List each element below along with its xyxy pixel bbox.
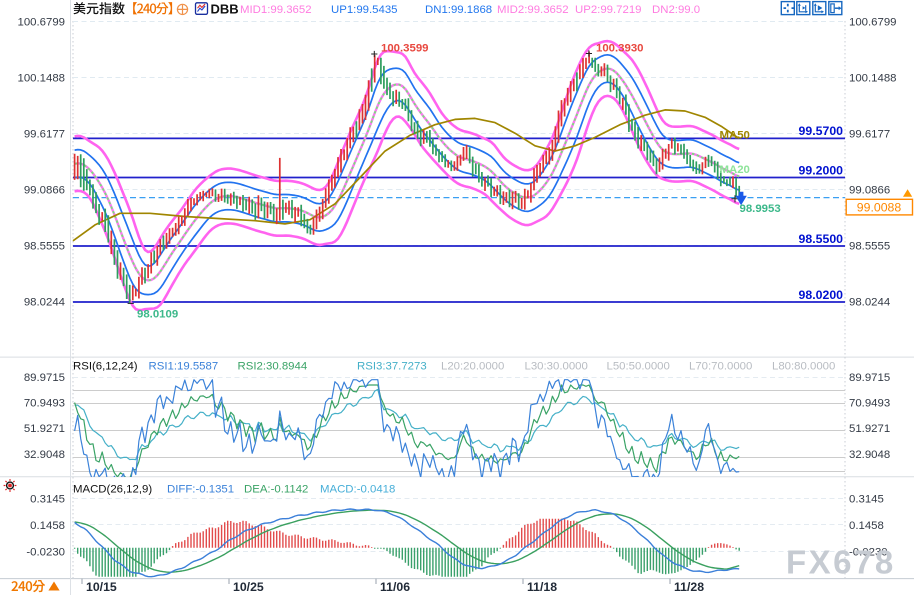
svg-text:MACD(26,12,9): MACD(26,12,9) [73,483,152,495]
svg-text:L80:80.0000: L80:80.0000 [772,361,835,373]
svg-text:RSI(6,12,24): RSI(6,12,24) [73,361,138,373]
svg-text:MID1:99.3652: MID1:99.3652 [240,4,312,16]
svg-text:10/15: 10/15 [86,580,117,594]
svg-text:70.9493: 70.9493 [849,398,890,410]
svg-text:100.3599: 100.3599 [381,43,429,55]
svg-text:99.6177: 99.6177 [849,129,890,141]
svg-text:MACD:-0.0418: MACD:-0.0418 [320,483,395,495]
svg-text:11/18: 11/18 [527,580,557,594]
svg-text:UP1:99.5435: UP1:99.5435 [331,4,398,16]
svg-text:100.3930: 100.3930 [596,43,644,55]
svg-text:98.0244: 98.0244 [849,297,890,309]
svg-text:RSI2:30.8944: RSI2:30.8944 [238,361,308,373]
svg-text:70.9493: 70.9493 [24,398,65,410]
svg-text:DBB: DBB [211,2,239,17]
svg-text:0.1458: 0.1458 [30,520,65,532]
svg-text:89.9715: 89.9715 [849,372,890,384]
svg-text:32.9048: 32.9048 [849,449,890,461]
svg-text:98.9953: 98.9953 [740,203,781,215]
svg-text:51.9271: 51.9271 [849,423,890,435]
svg-text:100.1488: 100.1488 [17,73,65,85]
svg-text:MID2:99.3652: MID2:99.3652 [497,4,569,16]
svg-text:98.0200: 98.0200 [799,288,844,302]
svg-text:RSI1:19.5587: RSI1:19.5587 [149,361,219,373]
svg-text:-0.0230: -0.0230 [26,547,65,559]
svg-text:L50:50.0000: L50:50.0000 [607,361,670,373]
svg-text:MA50: MA50 [720,129,750,141]
svg-text:98.0109: 98.0109 [137,309,178,321]
svg-text:11/06: 11/06 [380,580,410,594]
svg-text:98.5555: 98.5555 [849,241,890,253]
svg-text:0.3145: 0.3145 [30,494,65,506]
svg-text:L70:70.0000: L70:70.0000 [689,361,752,373]
svg-text:51.9271: 51.9271 [24,423,65,435]
svg-text:10/25: 10/25 [233,580,264,594]
svg-text:RSI3:37.7273: RSI3:37.7273 [357,361,427,373]
svg-text:99.0088: 99.0088 [857,200,902,214]
svg-text:L20:20.0000: L20:20.0000 [441,361,504,373]
svg-text:DEA:-0.1142: DEA:-0.1142 [244,483,308,495]
svg-text:100.1488: 100.1488 [849,73,897,85]
svg-text:UP2:99.7219: UP2:99.7219 [575,4,642,16]
svg-text:DN2:99.0: DN2:99.0 [652,4,700,16]
svg-text:DIFF:-0.1351: DIFF:-0.1351 [167,483,234,495]
svg-text:DN1:99.1868: DN1:99.1868 [425,4,492,16]
svg-text:99.5700: 99.5700 [799,124,844,138]
svg-text:98.5555: 98.5555 [24,241,65,253]
svg-text:99.0866: 99.0866 [24,185,65,197]
svg-text:100.6799: 100.6799 [17,16,65,28]
svg-text:MA20: MA20 [720,164,750,176]
svg-text:11/28: 11/28 [674,580,704,594]
svg-text:32.9048: 32.9048 [24,449,65,461]
svg-text:89.9715: 89.9715 [24,372,65,384]
svg-text:98.0244: 98.0244 [24,297,65,309]
svg-text:100.6799: 100.6799 [849,16,897,28]
svg-text:99.0866: 99.0866 [849,185,890,197]
svg-text:98.5500: 98.5500 [799,232,844,246]
svg-text:99.6177: 99.6177 [24,129,65,141]
svg-text:0.3145: 0.3145 [849,494,884,506]
svg-text:-0.0230: -0.0230 [849,547,888,559]
svg-text:L30:30.0000: L30:30.0000 [525,361,588,373]
svg-text:99.2000: 99.2000 [799,163,844,177]
svg-text:FX678: FX678 [786,544,896,581]
svg-text:0.1458: 0.1458 [849,520,884,532]
